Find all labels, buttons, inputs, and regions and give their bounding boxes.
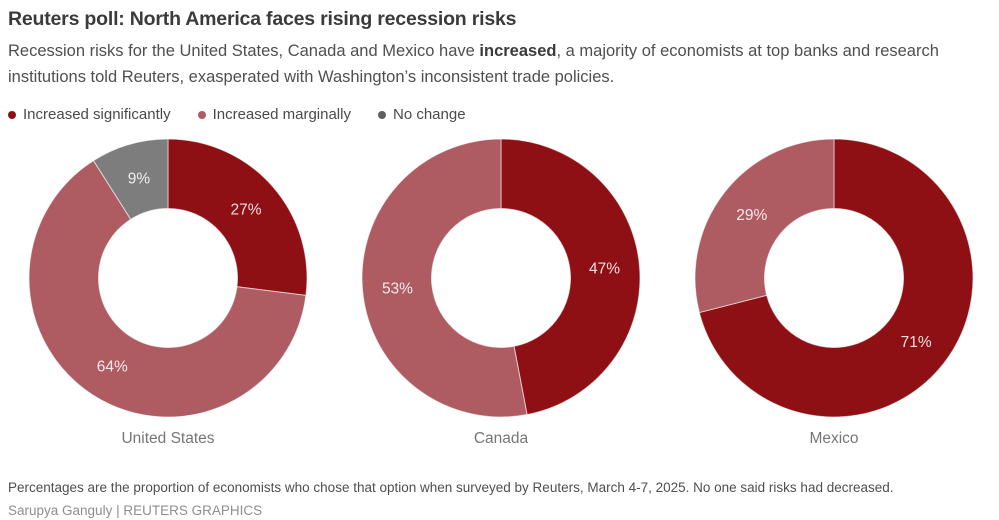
subtitle-text-1: Recession risks for the United States, C… <box>8 42 480 60</box>
donut-chart-united-states: 27% 64% 9% United States <box>23 133 313 448</box>
donut-slice <box>361 138 528 418</box>
legend-swatch-rose-icon <box>197 110 206 119</box>
donut-slice <box>167 138 308 296</box>
slice-percent-label: 9% <box>128 171 151 188</box>
donut-svg: 47% 53% <box>361 138 641 418</box>
legend-item-increased-significantly: Increased significantly <box>8 106 171 123</box>
credit-line: Sarupya Ganguly | REUTERS GRAPHICS <box>8 503 263 518</box>
donut-category-label: Mexico <box>809 430 859 447</box>
legend-label: Increased marginally <box>212 106 351 123</box>
donut-slice <box>500 138 641 416</box>
legend-item-no-change: No change <box>377 106 466 123</box>
legend: Increased significantly Increased margin… <box>8 106 466 123</box>
donut-svg-slot: 71% 29% <box>689 133 979 423</box>
legend-swatch-gray-icon <box>377 110 386 119</box>
donut-svg-slot: 27% 64% 9% <box>23 133 313 423</box>
slice-percent-label: 71% <box>901 334 932 351</box>
subtitle-bold-text: increased <box>479 42 557 60</box>
donut-chart-mexico: 71% 29% Mexico <box>689 133 979 448</box>
subtitle-text-2: , a majority of economists at top banks … <box>8 42 939 86</box>
donut-svg-slot: 47% 53% <box>356 133 646 423</box>
chart-title: Reuters poll: North America faces rising… <box>8 8 517 30</box>
legend-item-increased-marginally: Increased marginally <box>197 106 351 123</box>
donut-svg: 27% 64% 9% <box>28 138 308 418</box>
donut-slice <box>694 138 835 314</box>
slice-percent-label: 29% <box>736 207 767 224</box>
donut-category-label: United States <box>121 430 215 447</box>
donut-svg: 71% 29% <box>694 138 974 418</box>
donut-slice <box>28 159 307 418</box>
donut-chart-canada: 47% 53% Canada <box>356 133 646 448</box>
slice-percent-label: 53% <box>382 280 413 297</box>
legend-swatch-dark-red-icon <box>8 110 16 119</box>
footnote: Percentages are the proportion of econom… <box>8 480 894 495</box>
slice-percent-label: 64% <box>97 358 128 375</box>
donut-slice <box>698 138 974 418</box>
legend-label: Increased significantly <box>23 106 171 123</box>
slice-percent-label: 47% <box>589 261 620 278</box>
chart-subtitle: Recession risks for the United States, C… <box>8 38 960 90</box>
donut-slice <box>92 138 169 221</box>
legend-label: No change <box>392 106 466 123</box>
slice-percent-label: 27% <box>230 202 261 219</box>
donut-category-label: Canada <box>473 430 529 447</box>
